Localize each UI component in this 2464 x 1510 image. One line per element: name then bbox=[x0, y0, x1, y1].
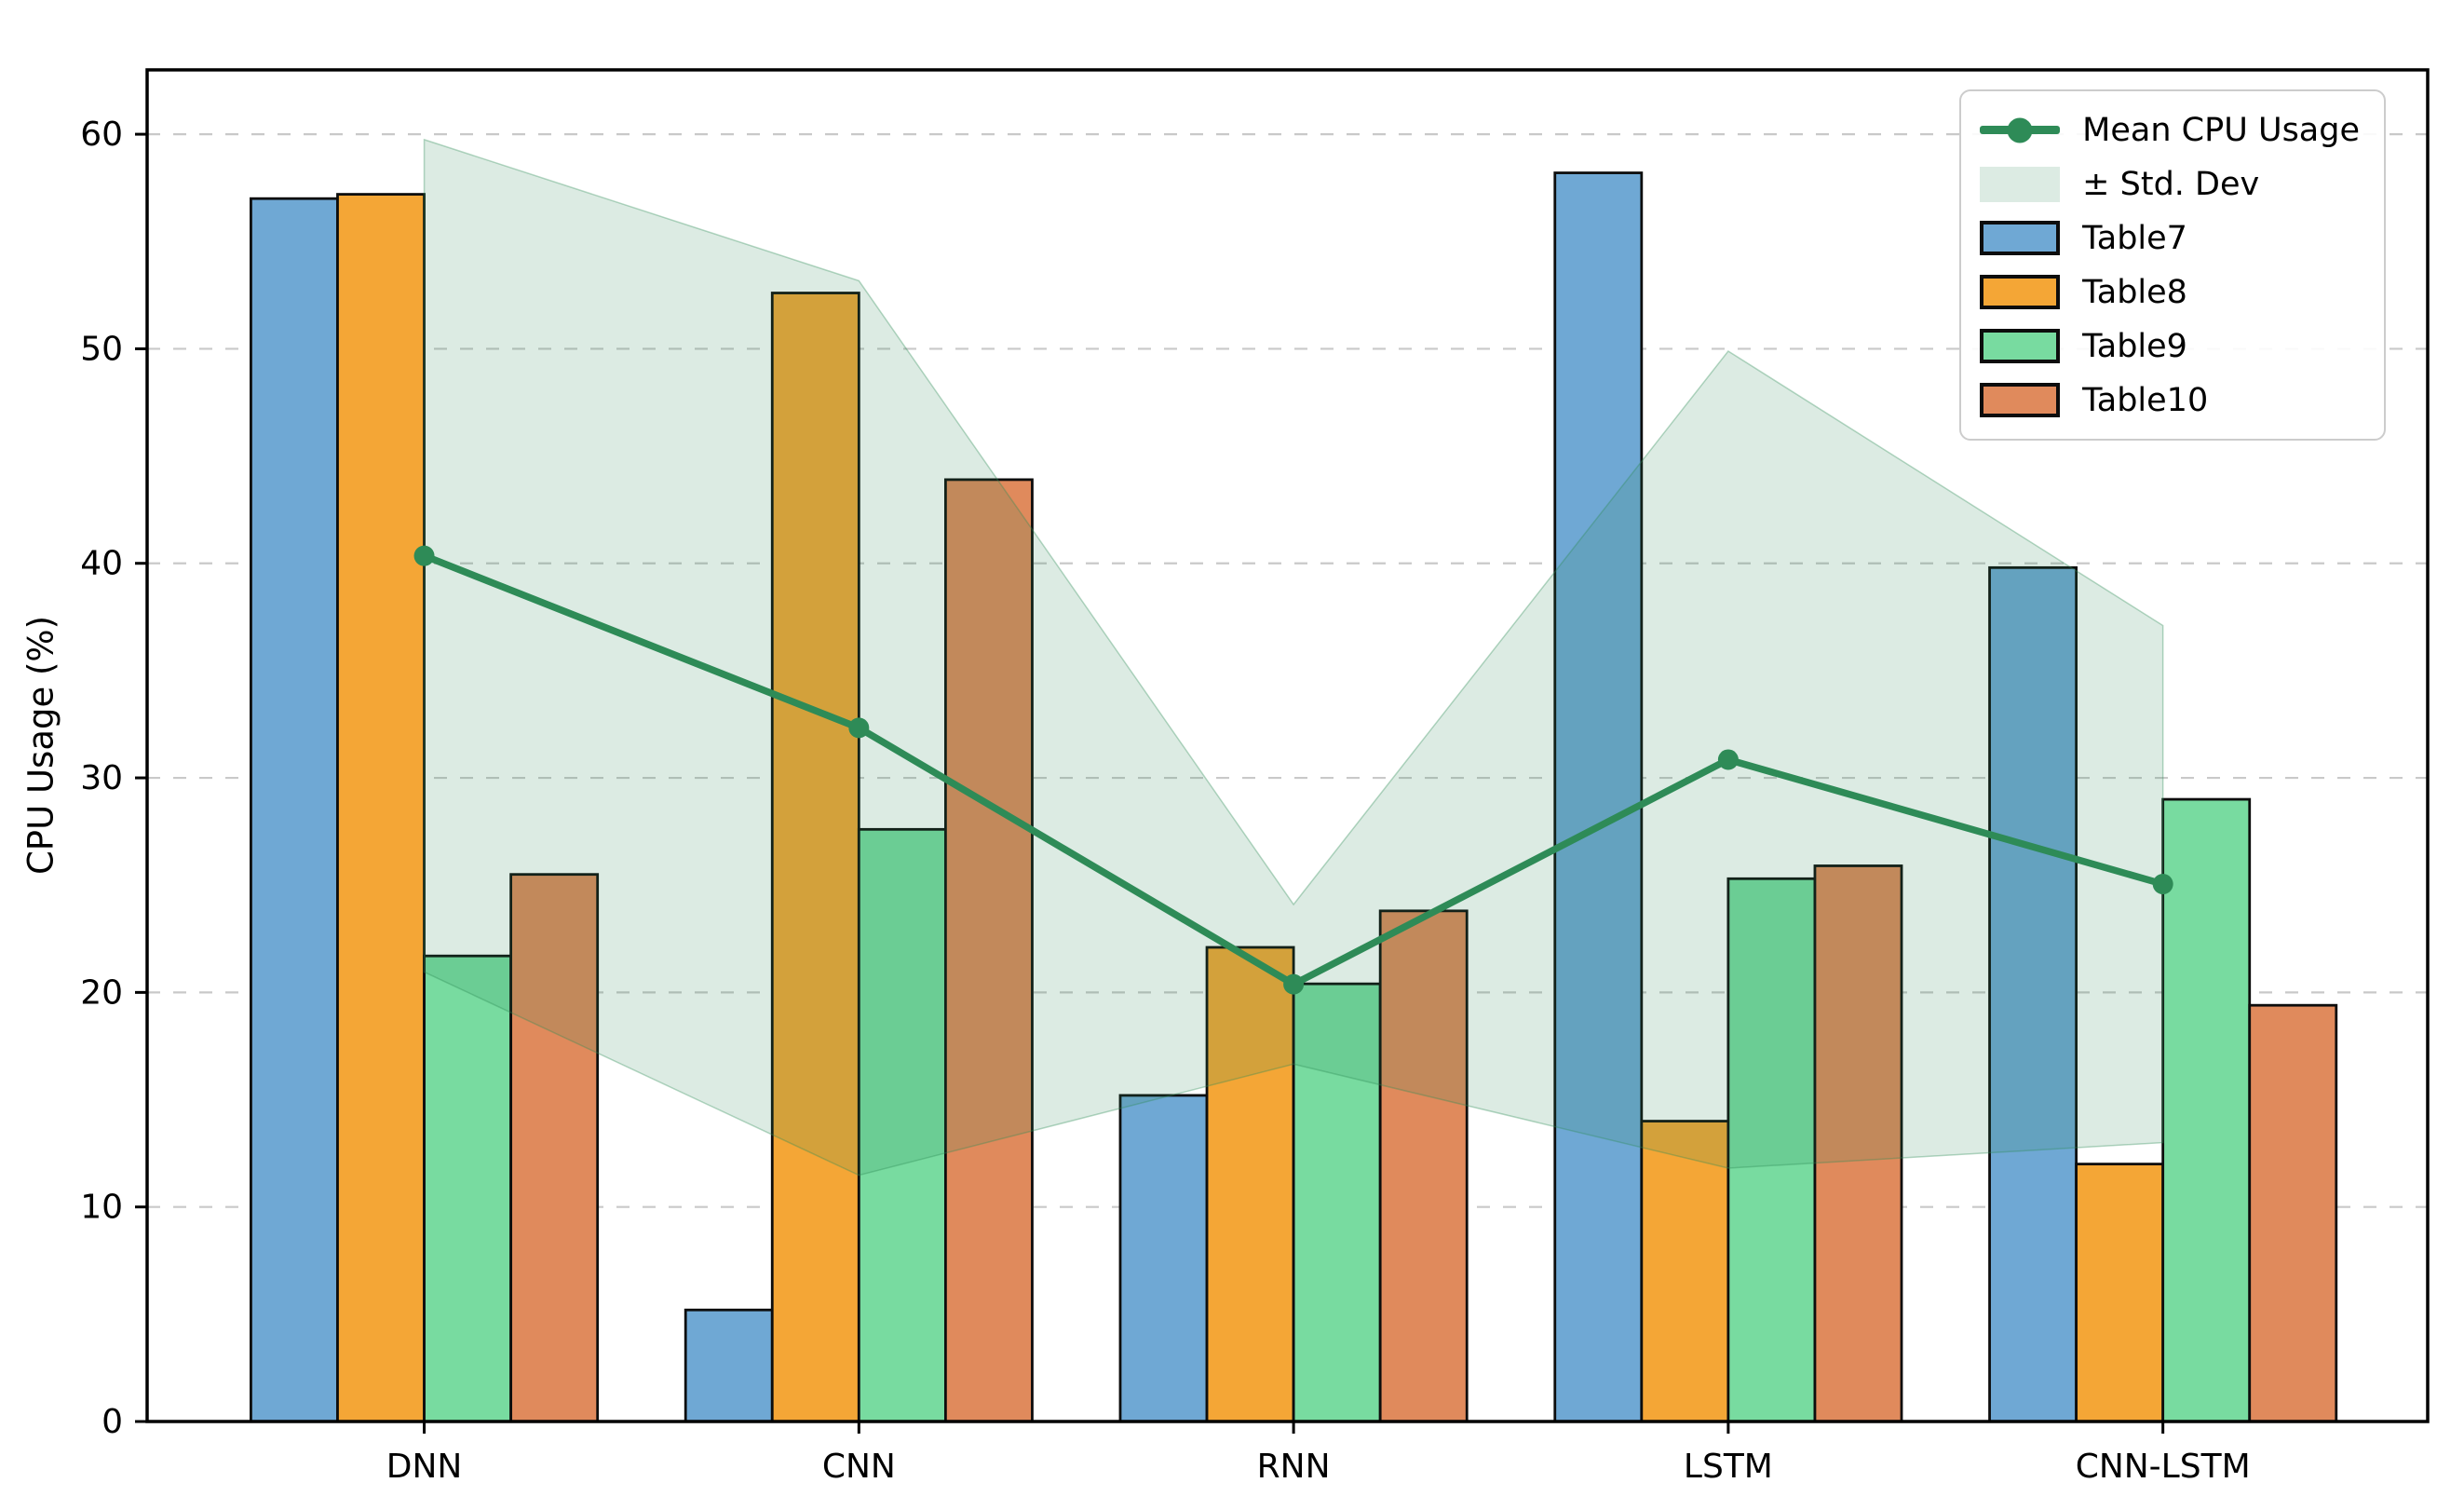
bar-Table10-DNN bbox=[509, 873, 600, 1423]
legend-label: Table8 bbox=[2082, 273, 2187, 311]
legend-label: Mean CPU Usage bbox=[2082, 111, 2360, 149]
mean-marker-LSTM bbox=[1717, 749, 1739, 770]
x-tick-label-RNN: RNN bbox=[1257, 1448, 1331, 1486]
x-tick-label-DNN: DNN bbox=[386, 1448, 463, 1486]
legend-item-mean-cpu-usage: Mean CPU Usage bbox=[1980, 108, 2360, 152]
y-tick-label-40: 40 bbox=[80, 545, 123, 583]
legend-item-table10: Table10 bbox=[1980, 378, 2360, 422]
legend-label: Table9 bbox=[2082, 327, 2187, 365]
bar-Table8-LSTM bbox=[1640, 1120, 1730, 1423]
bar-Table7-CNN bbox=[684, 1308, 774, 1423]
legend-bar-swatch-table10 bbox=[1980, 383, 2061, 417]
x-tick-label-CNN-LSTM: CNN-LSTM bbox=[2076, 1448, 2251, 1486]
bar-Table9-LSTM bbox=[1726, 877, 1817, 1423]
bar-Table9-CNN-LSTM bbox=[2161, 797, 2252, 1423]
legend-item-table9: Table9 bbox=[1980, 324, 2360, 368]
bar-Table10-CNN bbox=[943, 478, 1034, 1423]
legend-band-swatch bbox=[1980, 166, 2061, 202]
mean-marker-CNN-LSTM bbox=[2152, 874, 2173, 895]
plot-border bbox=[145, 68, 2430, 1423]
mean-marker-DNN bbox=[413, 545, 435, 566]
y-tick-label-60: 60 bbox=[80, 116, 123, 154]
bar-Table9-CNN bbox=[857, 827, 947, 1423]
legend-label: Table10 bbox=[2082, 381, 2209, 419]
legend-bar-swatch-table9 bbox=[1980, 329, 2061, 363]
y-axis-title: CPU Usage (%) bbox=[20, 615, 61, 876]
bar-Table8-CNN-LSTM bbox=[2075, 1163, 2165, 1423]
x-tick-label-CNN: CNN bbox=[822, 1448, 896, 1486]
std-dev-band bbox=[423, 138, 2164, 1177]
y-tick-label-50: 50 bbox=[80, 330, 123, 368]
bar-Table10-LSTM bbox=[1813, 864, 1903, 1423]
legend-label: ± Std. Dev bbox=[2082, 165, 2260, 203]
x-tick-label-LSTM: LSTM bbox=[1684, 1448, 1773, 1486]
y-tick-label-30: 30 bbox=[80, 759, 123, 797]
legend: Mean CPU Usage ± Std. Dev Table7 Table8 Tabl… bbox=[1959, 89, 2386, 441]
bar-Table10-CNN-LSTM bbox=[2248, 1003, 2338, 1423]
bar-Table9-DNN bbox=[423, 954, 513, 1423]
bar-Table8-RNN bbox=[1205, 945, 1295, 1423]
bar-Table10-RNN bbox=[1378, 909, 1469, 1423]
mean-marker-RNN bbox=[1283, 973, 1305, 995]
y-tick-label-20: 20 bbox=[80, 973, 123, 1012]
bar-Table7-RNN bbox=[1118, 1094, 1209, 1423]
legend-item--std-dev: ± Std. Dev bbox=[1980, 162, 2360, 206]
bar-Table7-DNN bbox=[250, 197, 339, 1423]
legend-item-table8: Table8 bbox=[1980, 270, 2360, 314]
mean-marker-CNN bbox=[848, 717, 870, 739]
bar-Table7-LSTM bbox=[1553, 171, 1644, 1423]
y-tick-label-0: 0 bbox=[102, 1403, 123, 1441]
legend-bar-swatch-table8 bbox=[1980, 275, 2061, 309]
bar-Table8-DNN bbox=[336, 193, 426, 1423]
legend-line-marker bbox=[2007, 117, 2033, 143]
legend-item-table7: Table7 bbox=[1980, 216, 2360, 260]
y-tick-label-10: 10 bbox=[80, 1189, 123, 1227]
legend-line-swatch bbox=[1980, 117, 2061, 143]
legend-bar-swatch-table7 bbox=[1980, 221, 2061, 255]
legend-label: Table7 bbox=[2082, 219, 2187, 257]
